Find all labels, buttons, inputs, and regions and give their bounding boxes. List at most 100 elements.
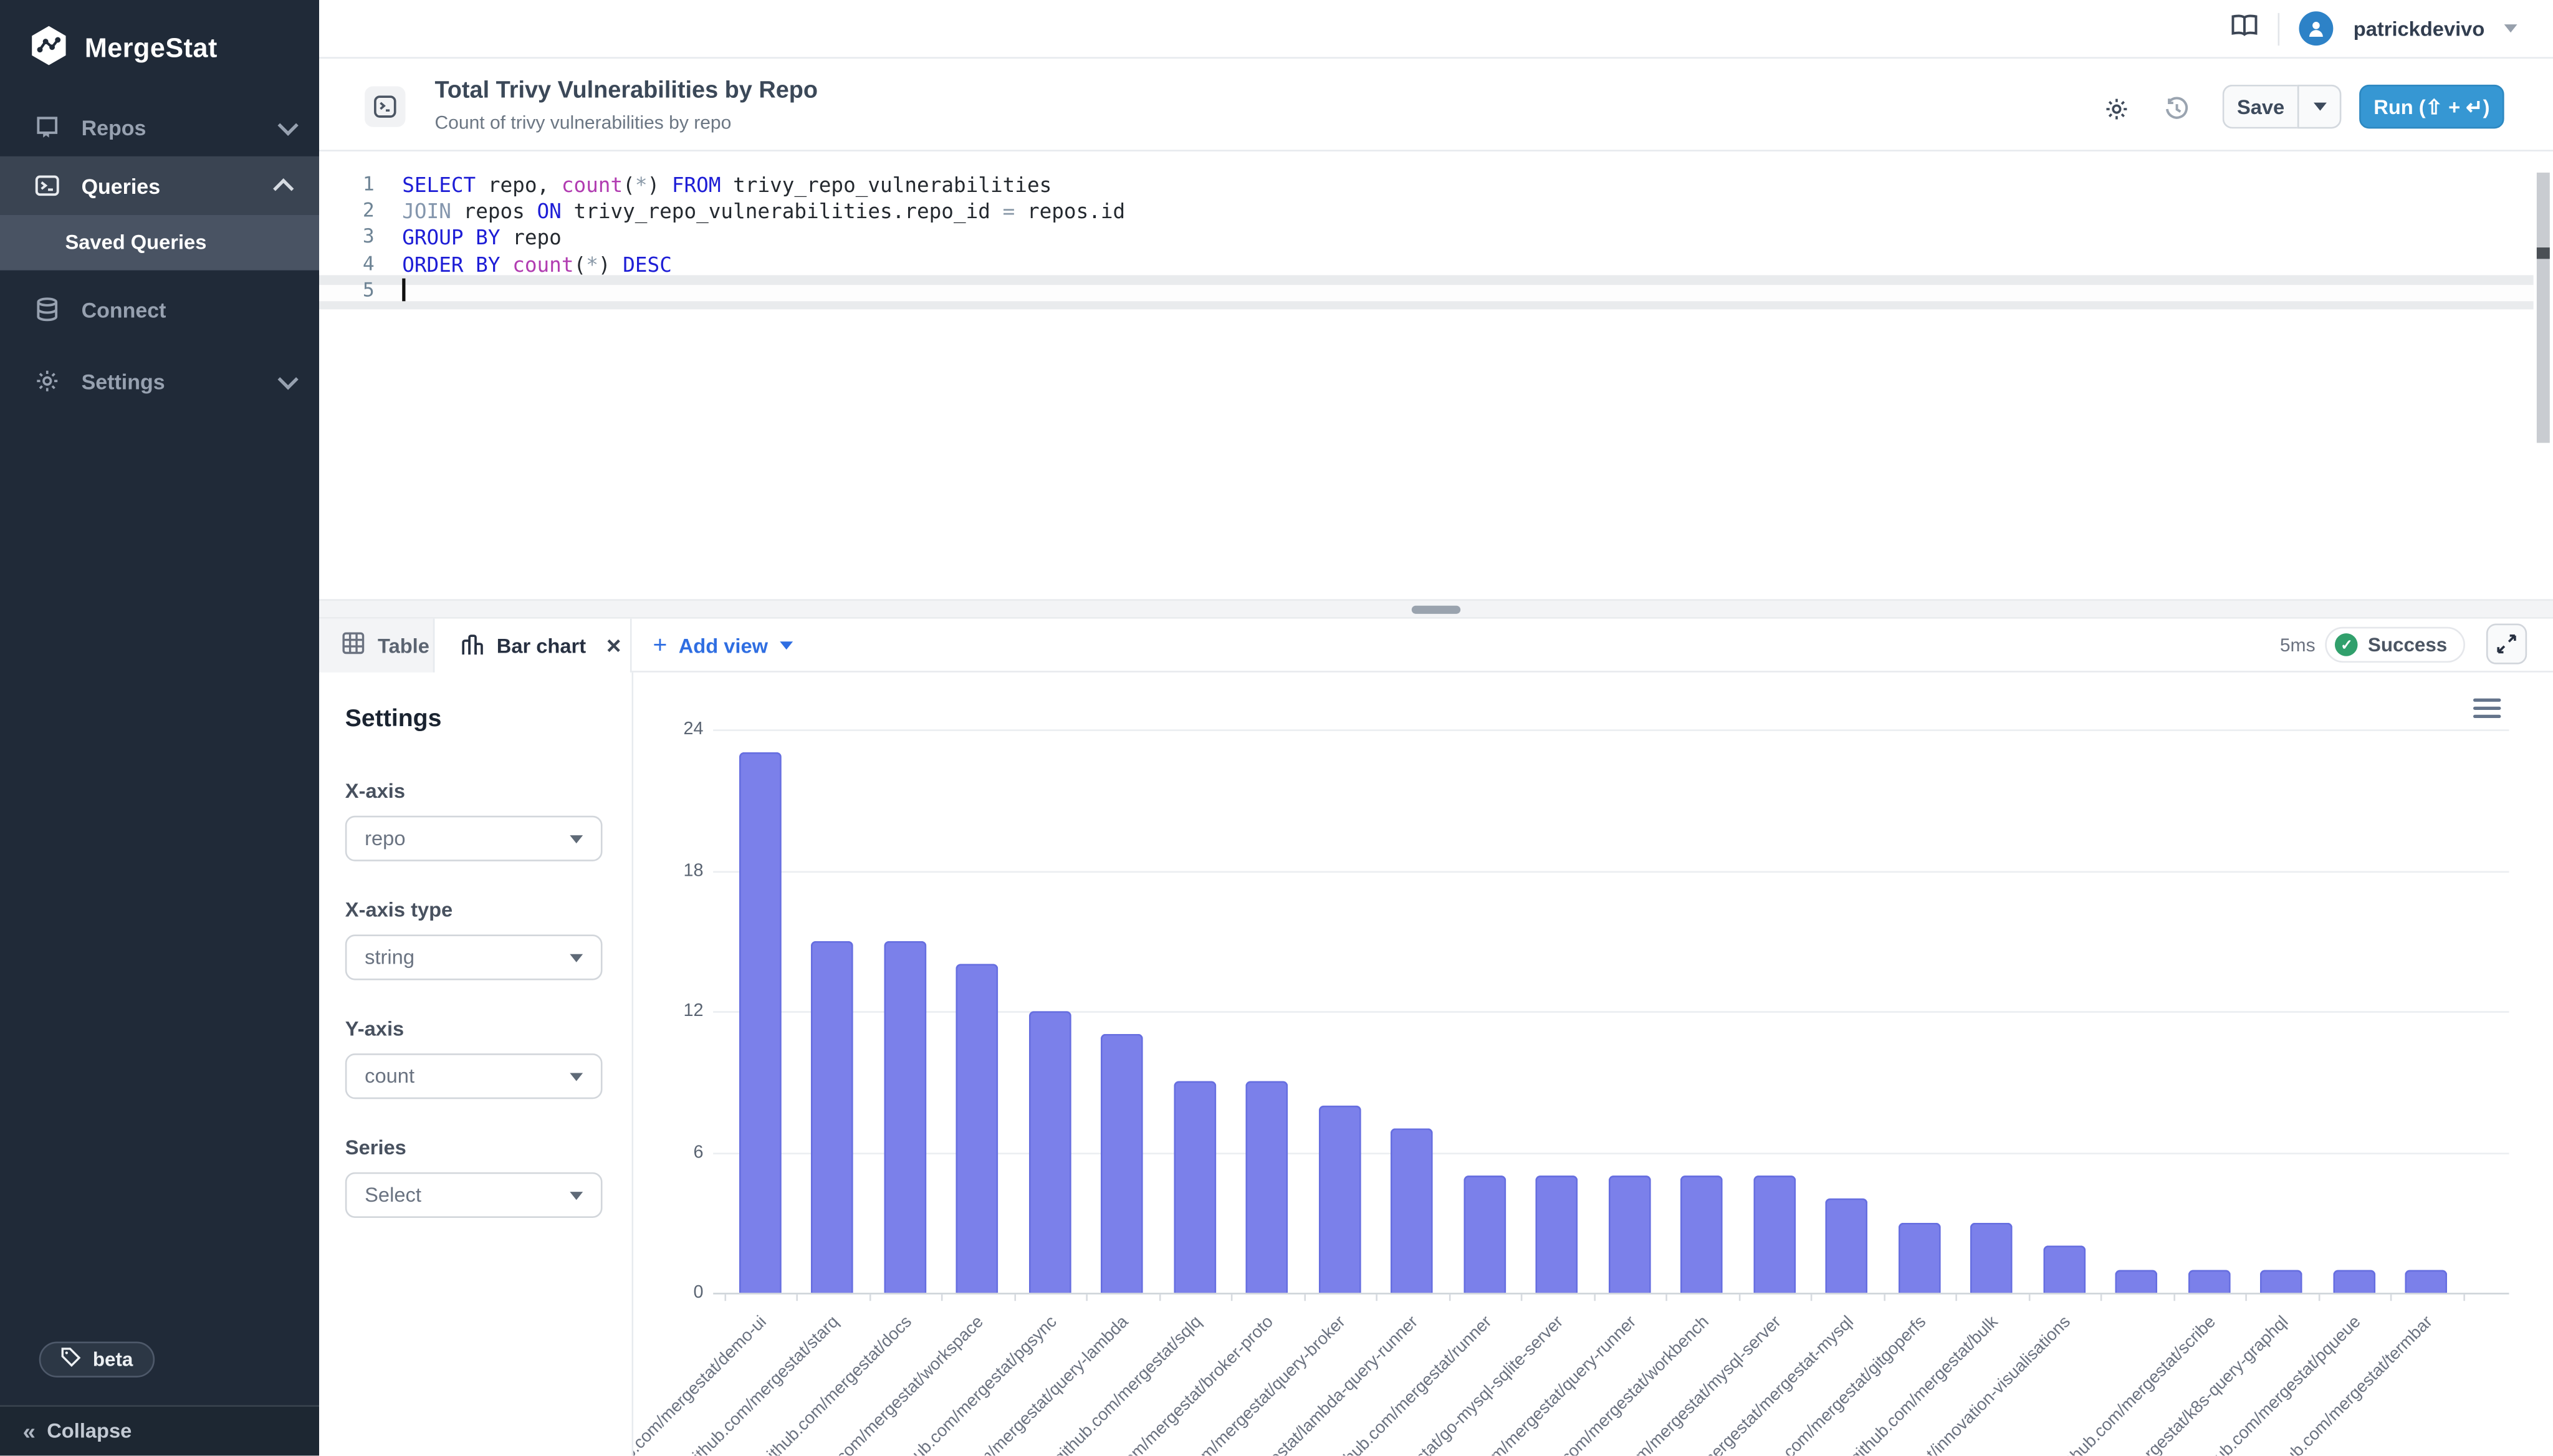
bar xyxy=(1753,1175,1796,1293)
sidebar-item-settings[interactable]: Settings xyxy=(0,352,319,410)
sidebar-subitem-label: Saved Queries xyxy=(65,231,207,254)
bar xyxy=(1173,1081,1216,1293)
splitter-drag-handle[interactable] xyxy=(1411,605,1461,614)
expand-results-button[interactable] xyxy=(2486,623,2527,664)
tab-label: Bar chart xyxy=(496,635,587,658)
collapse-button[interactable]: « Collapse xyxy=(0,1405,320,1456)
top-bar: patrickdevivo xyxy=(319,0,2553,59)
chevron-down-icon xyxy=(277,368,299,390)
line-number: 2 xyxy=(362,199,375,222)
sidebar-item-queries[interactable]: Queries xyxy=(0,156,320,215)
x-axis-tick xyxy=(1086,1294,1088,1301)
code-line: ORDER BY count(*) DESC xyxy=(402,251,672,277)
bar xyxy=(1463,1175,1506,1293)
main-area: patrickdevivo Total Trivy Vulnerabilitie… xyxy=(319,0,2553,1456)
text-cursor xyxy=(402,278,405,302)
gridline xyxy=(713,1152,2509,1154)
sidebar-item-connect[interactable]: Connect xyxy=(0,280,319,338)
y-axis-select[interactable]: count xyxy=(345,1053,603,1099)
y-axis-tick-label: 6 xyxy=(693,1142,704,1162)
add-view-button[interactable]: + Add view xyxy=(653,619,793,673)
y-axis-tick-label: 24 xyxy=(683,719,704,739)
bar xyxy=(2405,1269,2448,1293)
bar xyxy=(1970,1222,2013,1293)
x-axis-tick xyxy=(2317,1294,2320,1301)
x-axis-tick xyxy=(2028,1294,2030,1301)
x-axis-tick xyxy=(1955,1294,1957,1301)
x-axis-type-value: string xyxy=(365,946,415,969)
page-title: Total Trivy Vulnerabilities by Repo xyxy=(434,78,818,105)
chevron-up-icon xyxy=(273,177,294,199)
x-axis-tick xyxy=(868,1294,871,1301)
database-icon xyxy=(32,295,60,323)
mergestat-logo-icon xyxy=(27,24,70,75)
settings-heading: Settings xyxy=(345,705,442,733)
x-axis-tick xyxy=(1158,1294,1161,1301)
page-subtitle: Count of trivy vulnerabilities by repo xyxy=(434,113,732,134)
caret-down-icon xyxy=(779,641,793,650)
y-axis-tick-label: 12 xyxy=(683,1001,704,1021)
x-axis-tick xyxy=(1520,1294,1523,1301)
close-tab-icon[interactable]: ✕ xyxy=(605,635,622,658)
save-button[interactable]: Save xyxy=(2222,84,2297,129)
x-axis-tick xyxy=(2463,1294,2464,1301)
bar xyxy=(2043,1245,2086,1293)
caret-down-icon xyxy=(570,1072,583,1081)
bar xyxy=(1101,1034,1144,1293)
x-axis-tick xyxy=(1593,1294,1595,1301)
book-icon xyxy=(32,113,60,141)
x-axis-type-select[interactable]: string xyxy=(345,934,603,980)
tab-label: Table xyxy=(378,634,429,658)
status-badge: ✓ Success xyxy=(2325,626,2465,663)
series-label: Series xyxy=(345,1136,406,1159)
username[interactable]: patrickdevivo xyxy=(2353,17,2485,41)
divider xyxy=(630,618,632,673)
logo[interactable]: MergeStat xyxy=(0,0,319,75)
user-menu-caret-icon[interactable] xyxy=(2504,24,2517,33)
add-view-label: Add view xyxy=(678,634,769,658)
query-history-icon[interactable] xyxy=(2164,96,2188,120)
tab-bar-chart[interactable]: Bar chart ✕ xyxy=(434,618,630,674)
x-axis-tick xyxy=(2173,1294,2175,1301)
x-axis-tick xyxy=(1883,1294,1885,1301)
sidebar-item-repos[interactable]: Repos xyxy=(0,98,319,156)
sidebar-item-saved-queries[interactable]: Saved Queries xyxy=(0,214,320,271)
avatar[interactable] xyxy=(2299,11,2334,46)
x-axis-select[interactable]: repo xyxy=(345,815,603,861)
bar xyxy=(2260,1269,2303,1293)
bar xyxy=(739,752,782,1293)
diagonal-arrows-icon xyxy=(2497,634,2516,654)
query-settings-gear-icon[interactable] xyxy=(2104,96,2128,120)
docs-open-book-icon[interactable] xyxy=(2231,12,2259,45)
gridline xyxy=(713,870,2509,872)
bar xyxy=(1028,1011,1071,1293)
x-axis-tick xyxy=(1738,1294,1740,1301)
status-label: Success xyxy=(2367,633,2448,656)
code-line: SELECT repo, count(*) FROM trivy_repo_vu… xyxy=(402,172,1052,198)
sidebar-item-label: Connect xyxy=(81,297,166,322)
x-axis-label: github.com/mergestat/scribe xyxy=(2054,1312,2220,1456)
beta-label: beta xyxy=(92,1348,133,1371)
bar xyxy=(2332,1269,2375,1293)
caret-down-icon xyxy=(570,834,583,843)
caret-down-icon xyxy=(2312,102,2326,111)
tag-icon xyxy=(60,1346,82,1372)
save-options-button[interactable] xyxy=(2297,84,2342,129)
chart-settings-panel: Settings X-axis repo X-axis type string … xyxy=(319,672,634,1456)
x-axis-tick xyxy=(2245,1294,2247,1301)
tab-table[interactable]: Table xyxy=(319,618,435,673)
series-select[interactable]: Select xyxy=(345,1172,603,1218)
chart-menu-hamburger-icon[interactable] xyxy=(2473,698,2501,723)
editor-scrollbar-track[interactable] xyxy=(2536,172,2550,443)
terminal-icon xyxy=(32,172,60,199)
bar xyxy=(1246,1081,1288,1293)
line-number: 1 xyxy=(362,172,375,196)
x-axis-line xyxy=(713,1293,2509,1295)
bar-chart: 0 6 12 18 24 github.com/mergestat/demo-ui gith… xyxy=(633,672,2553,1456)
editor-scrollbar-thumb[interactable] xyxy=(2536,247,2550,259)
line-number: 4 xyxy=(362,251,375,275)
active-line-inner xyxy=(319,285,2534,302)
x-axis-tick xyxy=(1013,1294,1015,1301)
run-button[interactable]: Run (⇧ + ↵) xyxy=(2359,84,2504,129)
